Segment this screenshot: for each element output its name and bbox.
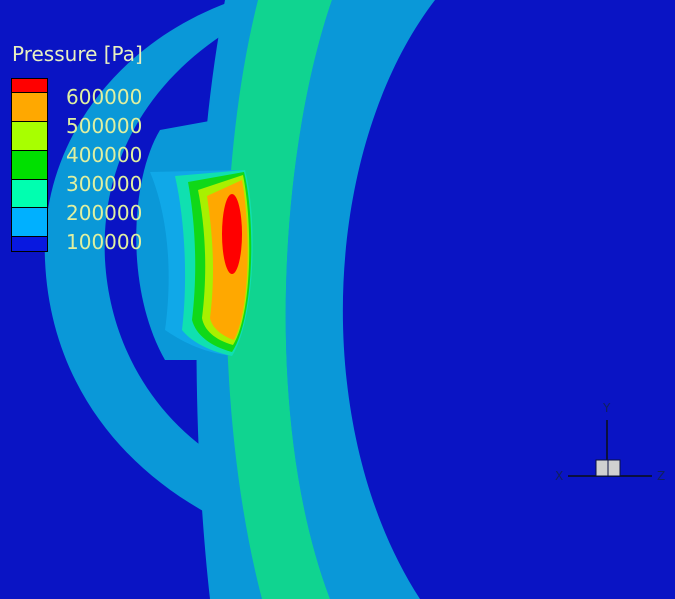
axis-z-label: Z — [657, 469, 666, 483]
axis-y-label: Y — [603, 401, 611, 415]
cylinder-object — [150, 170, 253, 356]
green-band — [226, 0, 332, 599]
legend-swatch — [12, 180, 47, 208]
legend-swatch — [12, 79, 47, 93]
left-ring-region — [44, 0, 270, 599]
legend-swatch — [12, 122, 47, 151]
legend-label: 400000 — [66, 143, 143, 167]
axis-x-label: X — [555, 469, 564, 483]
legend-label: 500000 — [66, 114, 143, 138]
legend-swatch — [12, 208, 47, 237]
legend-swatch — [12, 93, 47, 122]
legend-labels: 600000 500000 400000 300000 200000 10000… — [66, 86, 142, 260]
legend-title: Pressure [Pa] — [12, 42, 143, 66]
legend-swatch — [12, 237, 47, 251]
legend-color-bar — [11, 78, 48, 252]
legend-label: 600000 — [66, 85, 143, 109]
legend-swatch — [12, 151, 47, 180]
legend-label: 300000 — [66, 172, 143, 196]
legend-label: 100000 — [66, 230, 143, 254]
inner-light-band — [285, 0, 360, 599]
legend-label: 200000 — [66, 201, 143, 225]
axis-triad — [568, 420, 652, 477]
